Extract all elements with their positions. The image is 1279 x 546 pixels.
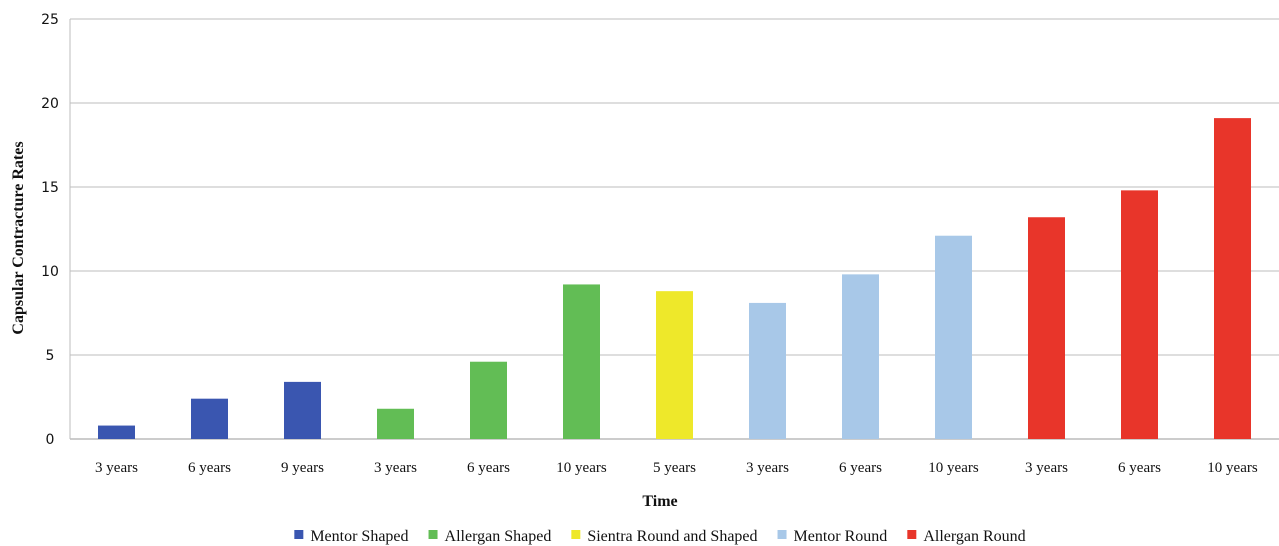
legend-swatch — [428, 530, 438, 539]
y-tick-label: 5 — [46, 348, 55, 364]
y-tick-label: 15 — [41, 180, 59, 196]
legend-label: Mentor Shaped — [310, 528, 408, 545]
y-axis-ticks: 0 5 10 15 20 25 — [41, 12, 59, 448]
x-tick-label: 10 years — [928, 460, 979, 476]
gridlines — [69, 18, 1279, 440]
legend-swatch — [571, 530, 581, 539]
legend-swatch — [777, 530, 787, 539]
x-tick-label: 6 years — [188, 460, 231, 476]
x-tick-label: 3 years — [1025, 460, 1068, 476]
legend-swatch — [294, 530, 304, 539]
y-tick-label: 0 — [46, 432, 55, 448]
bar — [842, 274, 879, 439]
bar — [98, 425, 135, 439]
bar — [377, 408, 414, 439]
bar — [284, 381, 321, 439]
legend-label: Sientra Round and Shaped — [587, 528, 757, 545]
x-tick-label: 6 years — [839, 460, 882, 476]
bar — [1028, 217, 1065, 439]
legend-item: Allergan Round — [907, 528, 1026, 545]
x-tick-label: 5 years — [653, 460, 696, 476]
legend-item: Mentor Shaped — [294, 528, 409, 545]
bar — [935, 235, 972, 439]
legend-item: Mentor Round — [777, 528, 888, 545]
bar — [1121, 190, 1158, 439]
y-tick-label: 25 — [41, 12, 59, 28]
legend-label: Allergan Round — [923, 528, 1025, 545]
x-tick-label: 9 years — [281, 460, 324, 476]
x-tick-label: 10 years — [556, 460, 607, 476]
legend-swatch — [907, 530, 917, 539]
bar — [470, 361, 507, 439]
x-tick-label: 3 years — [746, 460, 789, 476]
bar — [749, 302, 786, 439]
bar — [191, 398, 228, 439]
bar — [1214, 118, 1251, 440]
x-tick-label: 6 years — [1118, 460, 1161, 476]
legend-label: Allergan Shaped — [445, 528, 552, 545]
legend-item: Sientra Round and Shaped — [571, 528, 758, 545]
legend: Mentor Shaped Allergan Shaped Sientra Roun… — [294, 528, 1026, 545]
x-tick-label: 3 years — [374, 460, 417, 476]
y-tick-label: 10 — [41, 264, 59, 280]
y-axis-title: Capsular Contracture Rates — [10, 141, 27, 334]
legend-item: Allergan Shaped — [428, 528, 552, 545]
x-axis-title: Time — [642, 493, 677, 510]
x-axis-ticks: 3 years 6 years 9 years 3 years 6 years 10 ye… — [95, 460, 1258, 476]
y-tick-label: 20 — [41, 96, 59, 112]
bars — [98, 118, 1251, 440]
x-tick-label: 6 years — [467, 460, 510, 476]
bar — [563, 284, 600, 439]
bar — [656, 291, 693, 439]
x-tick-label: 10 years — [1207, 460, 1258, 476]
x-tick-label: 3 years — [95, 460, 138, 476]
legend-label: Mentor Round — [794, 528, 888, 545]
